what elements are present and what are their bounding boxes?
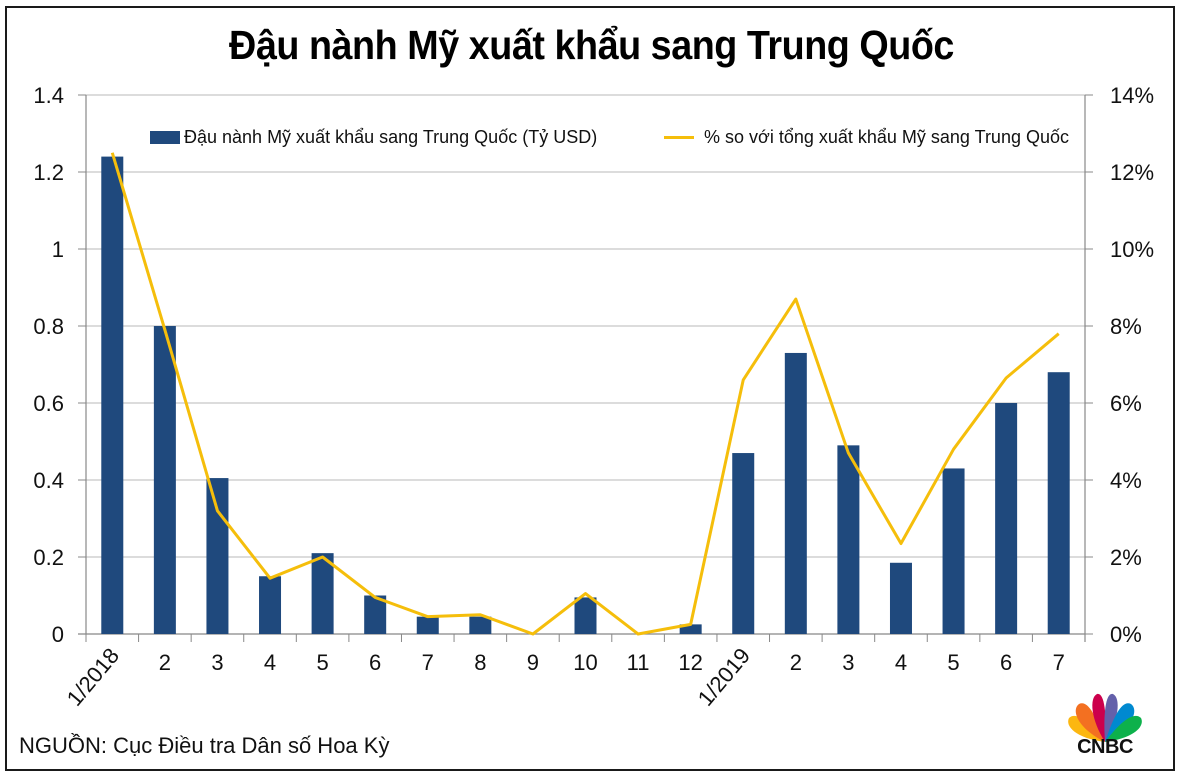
y-tick-label: 0 [52, 622, 64, 647]
x-tick-label: 5 [316, 650, 328, 675]
y-tick-label: 1.4 [33, 83, 64, 108]
x-tick-label: 8 [474, 650, 486, 675]
bar [574, 597, 597, 634]
bar [889, 562, 912, 634]
y-tick-label: 0.4 [33, 468, 64, 493]
chart-frame [5, 6, 1175, 771]
y2-tick-label: 12% [1110, 160, 1154, 185]
bar [1047, 372, 1070, 634]
bar [837, 445, 860, 634]
bar [206, 478, 229, 634]
legend-line-item: % so với tổng xuất khẩu Mỹ sang Trung Qu… [664, 127, 1069, 148]
bar [416, 616, 439, 634]
x-tick-label: 2 [790, 650, 802, 675]
source-note: NGUỒN: Cục Điều tra Dân số Hoa Kỳ [19, 733, 390, 758]
legend-bar-item: Đậu nành Mỹ xuất khẩu sang Trung Quốc (T… [150, 127, 597, 148]
x-tick-label: 3 [211, 650, 223, 675]
x-tick-label: 6 [1000, 650, 1012, 675]
bar [311, 553, 334, 634]
legend-line-label: % so với tổng xuất khẩu Mỹ sang Trung Qu… [704, 127, 1069, 147]
y-tick-label: 0.2 [33, 545, 64, 570]
bar [364, 595, 387, 634]
x-tick-label: 3 [842, 650, 854, 675]
cnbc-logo-text: CNBC [1077, 736, 1133, 758]
y2-tick-label: 10% [1110, 237, 1154, 262]
y-tick-label: 1 [52, 237, 64, 262]
x-tick-label: 10 [573, 650, 597, 675]
line-series [110, 152, 1060, 636]
y2-tick-label: 0% [1110, 622, 1142, 647]
y2-tick-label: 8% [1110, 314, 1142, 339]
bar [995, 403, 1018, 634]
y2-tick-label: 14% [1110, 83, 1154, 108]
legend-bar-label: Đậu nành Mỹ xuất khẩu sang Trung Quốc (T… [184, 127, 598, 147]
legend-line-swatch [664, 136, 694, 139]
bar [469, 616, 492, 634]
bar [732, 453, 755, 634]
y2-tick-label: 6% [1110, 391, 1142, 416]
bar [153, 326, 176, 634]
bar [942, 468, 965, 634]
x-tick-label: 7 [422, 650, 434, 675]
y-tick-label: 1.2 [33, 160, 64, 185]
x-tick-label: 11 [627, 650, 650, 675]
chart-title: Đậu nành Mỹ xuất khẩu sang Trung Quốc [229, 22, 954, 68]
bar [679, 624, 702, 634]
y-tick-label: 0.6 [33, 391, 64, 416]
bar [101, 156, 124, 634]
x-tick-label: 6 [369, 650, 381, 675]
x-tick-label: 5 [947, 650, 959, 675]
x-tick-label: 4 [264, 650, 276, 675]
legend-bar-swatch [150, 131, 180, 144]
x-tick-label: 1/2018 [62, 643, 124, 711]
x-tick-label: 2 [159, 650, 171, 675]
y2-tick-label: 4% [1110, 468, 1142, 493]
x-tick-label: 7 [1053, 650, 1065, 675]
x-tick-label: 4 [895, 650, 907, 675]
y-tick-label: 0.8 [33, 314, 64, 339]
bar [784, 352, 807, 634]
y2-tick-label: 2% [1110, 545, 1142, 570]
x-tick-label: 12 [678, 650, 702, 675]
bar [259, 576, 282, 634]
x-tick-label: 9 [527, 650, 539, 675]
cnbc-peacock-icon [1068, 693, 1142, 742]
